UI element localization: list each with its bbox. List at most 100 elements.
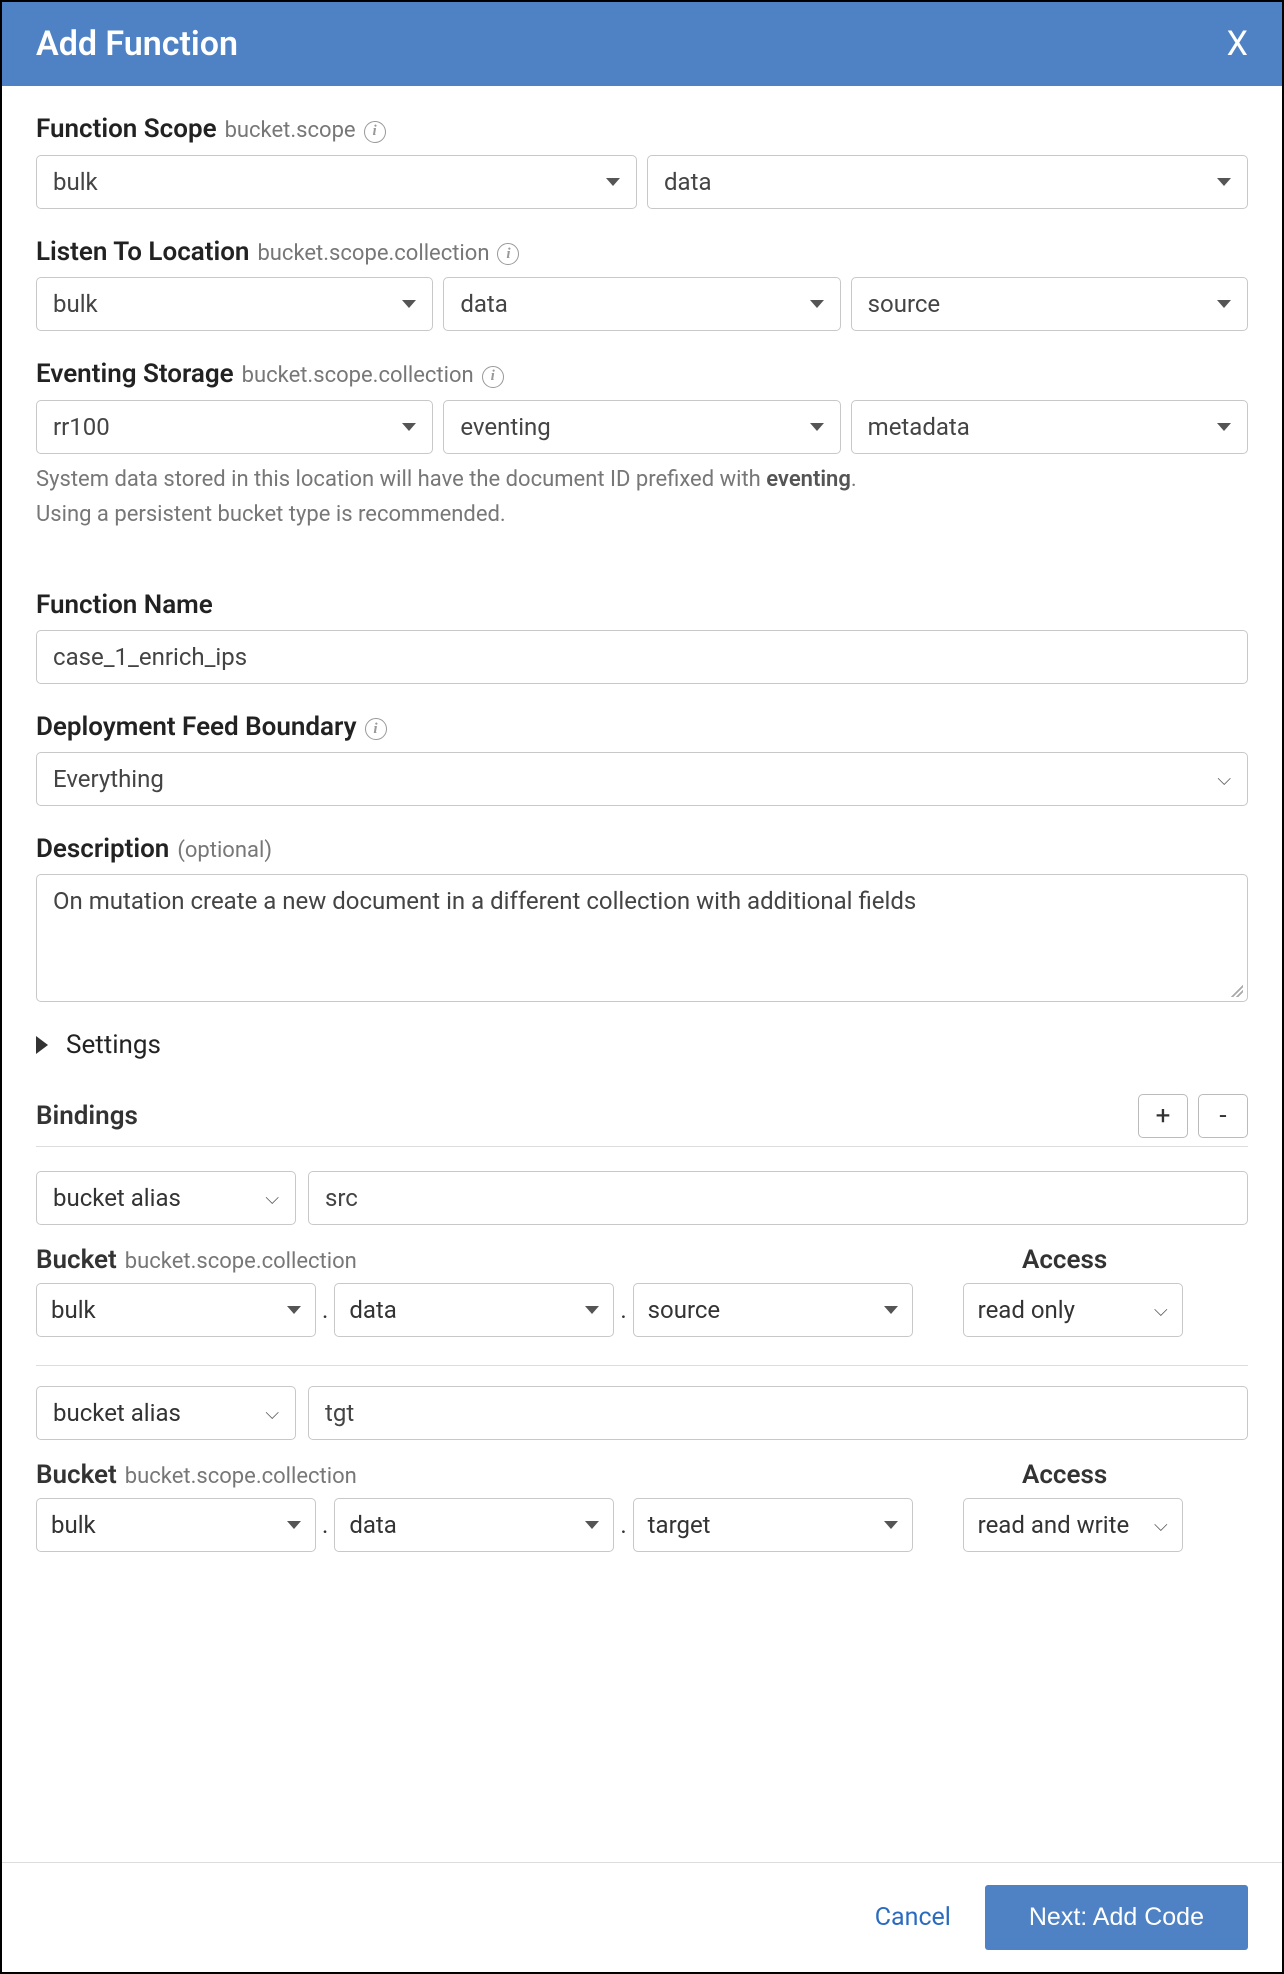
dialog-header: Add Function X [2, 2, 1282, 86]
listen-to-label: Listen To Location bucket.scope.collecti… [36, 237, 1248, 268]
binding-access-label: Access [1022, 1245, 1248, 1275]
select-value: eventing [460, 413, 550, 441]
chevron-down-icon: ⌵ [1217, 769, 1231, 790]
chevron-down-icon [287, 1521, 301, 1529]
function-scope-label: Function Scope bucket.scope i [36, 114, 1248, 145]
add-binding-button[interactable]: + [1138, 1094, 1188, 1138]
binding-access-label: Access [1022, 1460, 1248, 1490]
select-value: data [460, 290, 508, 318]
select-value: source [868, 290, 941, 318]
select-value: bulk [53, 290, 98, 318]
select-value: bucket alias [53, 1184, 181, 1212]
listen-collection-select[interactable]: source [851, 277, 1248, 331]
label-sub: bucket.scope.collection [125, 1464, 357, 1489]
binding-type-select[interactable]: bucket alias ⌵ [36, 1171, 296, 1225]
select-value: bulk [51, 1511, 96, 1539]
eventing-scope-select[interactable]: eventing [443, 400, 840, 454]
label-sub: bucket.scope.collection [125, 1249, 357, 1274]
eventing-storage-label: Eventing Storage bucket.scope.collection… [36, 359, 1248, 390]
binding-access-select[interactable]: read and write ⌵ [963, 1498, 1183, 1552]
input-value: tgt [325, 1399, 354, 1427]
binding-access-select[interactable]: read only ⌵ [963, 1283, 1183, 1337]
chevron-down-icon [606, 178, 620, 186]
description-label: Description (optional) [36, 834, 1248, 864]
remove-binding-button[interactable]: - [1198, 1094, 1248, 1138]
select-value: bulk [51, 1296, 96, 1324]
function-name-label: Function Name [36, 590, 1248, 620]
close-icon[interactable]: X [1227, 24, 1248, 64]
select-value: data [349, 1511, 397, 1539]
select-value: target [648, 1511, 711, 1539]
select-value: data [664, 168, 712, 196]
input-value: case_1_enrich_ips [53, 643, 247, 671]
binding-scope-select[interactable]: data [334, 1283, 614, 1337]
chevron-down-icon [585, 1306, 599, 1314]
chevron-down-icon [1217, 300, 1231, 308]
chevron-down-icon [810, 423, 824, 431]
next-add-code-button[interactable]: Next: Add Code [985, 1885, 1248, 1950]
label-text: Function Scope [36, 114, 217, 144]
eventing-collection-select[interactable]: metadata [851, 400, 1248, 454]
info-icon[interactable]: i [364, 121, 386, 143]
info-icon[interactable]: i [365, 718, 387, 740]
cancel-button[interactable]: Cancel [875, 1903, 951, 1932]
binding-bucket-select[interactable]: bulk [36, 1498, 316, 1552]
info-icon[interactable]: i [497, 243, 519, 265]
label-optional: (optional) [177, 838, 272, 863]
eventing-bucket-select[interactable]: rr100 [36, 400, 433, 454]
info-icon[interactable]: i [482, 366, 504, 388]
select-value: rr100 [53, 413, 110, 441]
binding-item: bucket alias ⌵ src Bucket bucket.scope.c… [36, 1171, 1248, 1366]
binding-bucket-select[interactable]: bulk [36, 1283, 316, 1337]
helper-line2: Using a persistent bucket type is recomm… [36, 502, 506, 527]
binding-alias-input[interactable]: src [308, 1171, 1248, 1225]
triangle-right-icon [36, 1036, 48, 1054]
helper-part: . [851, 467, 857, 492]
select-value: bulk [53, 168, 98, 196]
input-value: src [325, 1184, 358, 1212]
settings-toggle[interactable]: Settings [36, 1030, 1248, 1060]
select-value: metadata [868, 413, 970, 441]
dialog-title: Add Function [36, 24, 238, 64]
helper-bold: eventing [766, 467, 851, 492]
select-value: read and write [978, 1511, 1154, 1539]
binding-bucket-label: Bucket bucket.scope.collection [36, 1460, 1022, 1490]
chevron-down-icon [1217, 178, 1231, 186]
label-text: Listen To Location [36, 237, 249, 267]
binding-alias-input[interactable]: tgt [308, 1386, 1248, 1440]
bindings-title: Bindings [36, 1101, 138, 1131]
chevron-down-icon: ⌵ [1154, 1515, 1168, 1536]
dialog-body: Function Scope bucket.scope i bulk data … [2, 86, 1282, 1862]
description-textarea[interactable]: On mutation create a new document in a d… [36, 874, 1248, 1002]
settings-label: Settings [66, 1030, 161, 1060]
label-text: Description [36, 834, 169, 864]
label-sub: bucket.scope.collection [242, 363, 474, 388]
chevron-down-icon: ⌵ [1154, 1300, 1168, 1321]
select-value: bucket alias [53, 1399, 181, 1427]
chevron-down-icon [402, 423, 416, 431]
listen-bucket-select[interactable]: bulk [36, 277, 433, 331]
chevron-down-icon [884, 1306, 898, 1314]
binding-collection-select[interactable]: target [633, 1498, 913, 1552]
chevron-down-icon [585, 1521, 599, 1529]
dot-separator: . [614, 1296, 632, 1324]
function-scope-scope-select[interactable]: data [647, 155, 1248, 209]
function-name-input[interactable]: case_1_enrich_ips [36, 630, 1248, 684]
binding-type-select[interactable]: bucket alias ⌵ [36, 1386, 296, 1440]
binding-collection-select[interactable]: source [633, 1283, 913, 1337]
select-value: data [349, 1296, 397, 1324]
listen-scope-select[interactable]: data [443, 277, 840, 331]
label-text: Bucket [36, 1245, 117, 1275]
feed-boundary-select[interactable]: Everything ⌵ [36, 752, 1248, 806]
binding-scope-select[interactable]: data [334, 1498, 614, 1552]
select-value: source [648, 1296, 721, 1324]
dialog-footer: Cancel Next: Add Code [2, 1862, 1282, 1972]
label-text: Function Name [36, 590, 213, 620]
function-scope-bucket-select[interactable]: bulk [36, 155, 637, 209]
label-text: Deployment Feed Boundary [36, 712, 357, 742]
select-value: Everything [53, 765, 164, 793]
textarea-value: On mutation create a new document in a d… [53, 887, 916, 915]
dot-separator: . [316, 1511, 334, 1539]
label-sub: bucket.scope.collection [257, 241, 489, 266]
label-text: Eventing Storage [36, 359, 234, 389]
